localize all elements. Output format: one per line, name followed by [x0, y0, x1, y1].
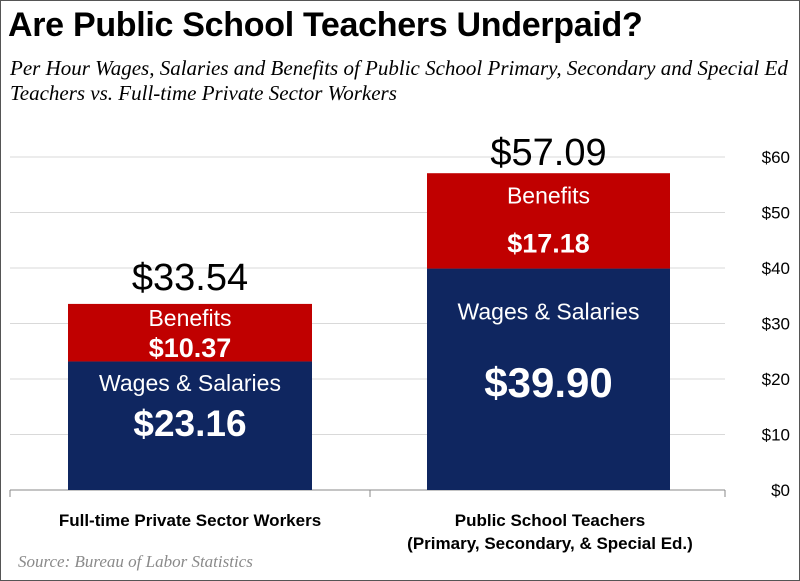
y-tick-label: $50 — [762, 204, 790, 223]
category-label: (Primary, Secondary, & Special Ed.) — [407, 534, 693, 553]
y-tick-label: $60 — [762, 148, 790, 167]
total-value-label: $57.09 — [490, 132, 606, 174]
chart-title: Are Public School Teachers Underpaid? — [8, 6, 643, 44]
y-tick-label: $10 — [762, 426, 790, 445]
wages-value-label: $39.90 — [484, 359, 612, 406]
benefits-bar-segment — [427, 173, 670, 269]
benefits-value-label: $17.18 — [507, 228, 590, 258]
y-tick-label: $30 — [762, 315, 790, 334]
wages-segment-label: Wages & Salaries — [99, 370, 281, 396]
source-note: Source: Bureau of Labor Statistics — [18, 552, 253, 571]
category-label: Full-time Private Sector Workers — [59, 511, 321, 530]
y-tick-label: $0 — [771, 481, 790, 500]
wages-bar-segment — [68, 361, 312, 490]
benefits-segment-label: Benefits — [507, 183, 590, 209]
total-value-label: $33.54 — [132, 257, 248, 299]
chart-subtitle: Per Hour Wages, Salaries and Benefits of… — [10, 56, 788, 105]
benefits-value-label: $10.37 — [149, 333, 232, 363]
wages-bar-segment — [427, 268, 670, 490]
y-tick-label: $20 — [762, 370, 790, 389]
category-label: Public School Teachers — [455, 511, 646, 530]
wages-segment-label: Wages & Salaries — [458, 298, 640, 324]
benefits-segment-label: Benefits — [148, 305, 231, 331]
wages-value-label: $23.16 — [133, 403, 246, 444]
benefits-bar-segment — [68, 303, 312, 362]
y-tick-label: $40 — [762, 259, 790, 278]
